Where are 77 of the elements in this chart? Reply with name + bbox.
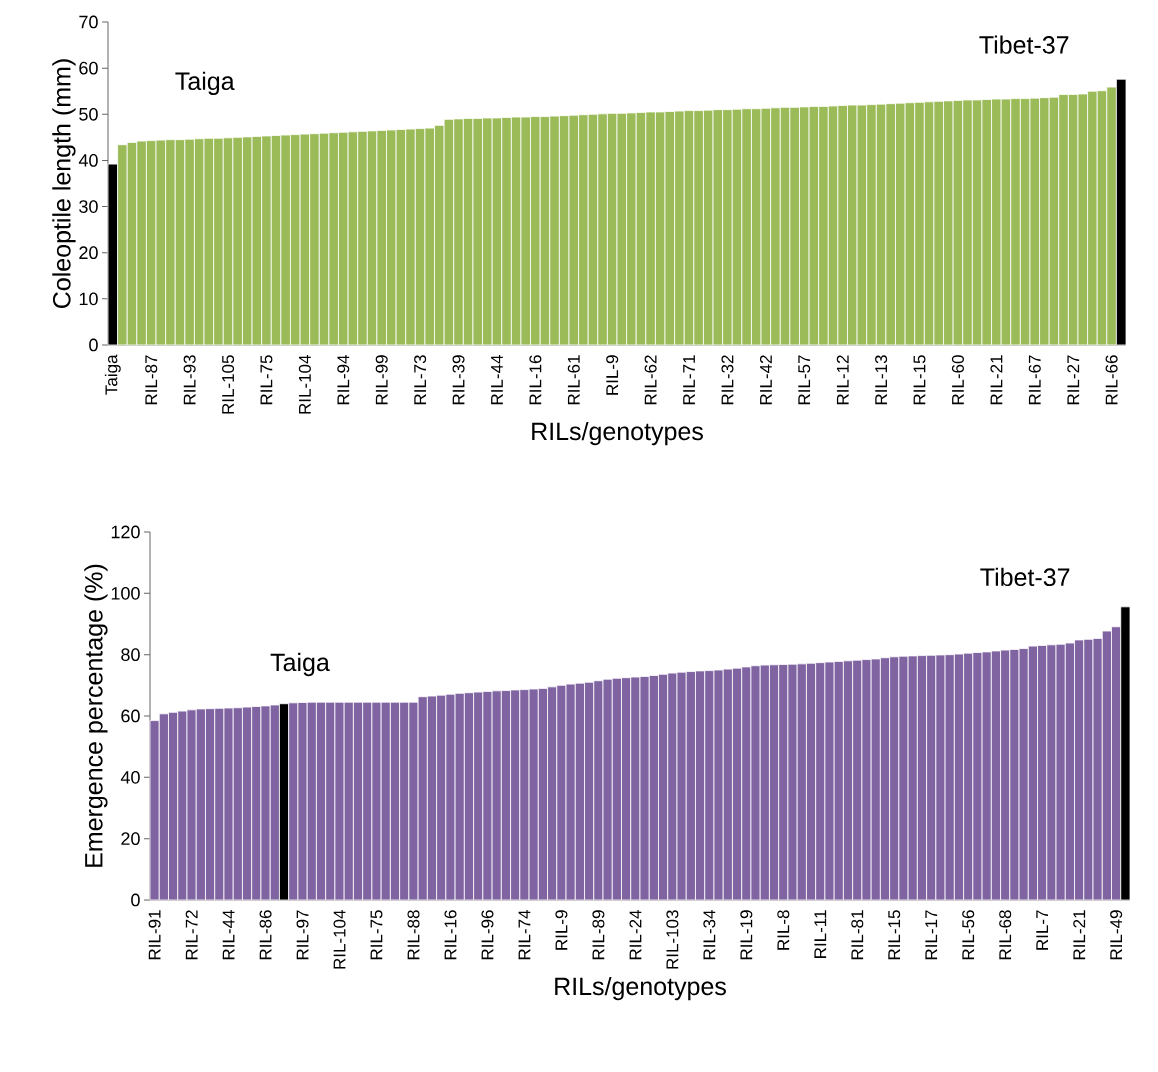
x-tick-label: RIL-24	[629, 910, 642, 960]
x-tick-label: RIL-8	[777, 910, 790, 950]
x-tick-label: RIL-61	[567, 355, 580, 405]
y-tick-label: 20	[121, 832, 140, 846]
x-tick-label: RIL-9	[555, 910, 568, 950]
x-tick-label: RIL-96	[481, 910, 494, 960]
x-tick-label: RIL-87	[145, 355, 158, 405]
x-tick-label: RIL-93	[183, 355, 196, 405]
x-tick-label: RIL-19	[740, 910, 753, 960]
x-tick-label: RIL-75	[370, 910, 383, 960]
x-tick-label: RIL-44	[491, 355, 503, 405]
x-tick-label: RIL-44	[222, 910, 235, 960]
x-tick-label: RIL-86	[259, 910, 272, 960]
x-tick-label: RIL-56	[962, 910, 975, 960]
y-tick-label: 0	[89, 338, 98, 352]
x-tick-label: RIL-7	[1036, 910, 1049, 950]
y-tick-label: 120	[111, 525, 140, 539]
x-tick-label: RIL-15	[888, 910, 901, 960]
x-tick-label: RIL-74	[518, 910, 531, 960]
x-tick-label: RIL-104	[333, 910, 346, 969]
annotation: Taiga	[175, 71, 235, 96]
x-tick-label: RIL-39	[452, 355, 465, 405]
x-tick-label: RIL-67	[1028, 355, 1041, 405]
y-tick-label: 0	[131, 893, 140, 907]
y-tick-label: 50	[79, 107, 98, 121]
x-tick-label: RIL-91	[148, 910, 161, 960]
x-tick-label: RIL-89	[592, 910, 605, 960]
x-tick-label: RIL-97	[296, 910, 309, 960]
annotation: Tibet-37	[979, 35, 1069, 54]
y-tick-label: 40	[78, 154, 98, 167]
x-tick-label: RIL-16	[529, 355, 542, 405]
y-tick-label: 60	[121, 709, 140, 723]
annotation: Taiga	[270, 652, 330, 677]
x-tick-label: RIL-60	[951, 355, 964, 405]
x-tick-label: RIL-62	[644, 355, 657, 405]
y-tick-label: 30	[79, 200, 98, 213]
x-axis-title: RILs/genotypes	[532, 421, 703, 446]
x-tick-label: RIL-17	[925, 910, 938, 960]
annotation: Tibet-37	[980, 567, 1070, 587]
x-tick-label: RIL-34	[703, 910, 716, 960]
x-tick-label: RIL-9	[606, 355, 619, 395]
y-tick-label: 10	[79, 292, 98, 306]
x-tick-label: RIL-66	[1105, 355, 1118, 405]
x-tick-label: RIL-32	[721, 355, 734, 405]
x-tick-label: RIL-88	[407, 910, 420, 960]
x-tick-label: RIL-11	[814, 910, 827, 958]
x-tick-label: RIL-73	[414, 355, 427, 405]
x-tick-label: RIL-13	[875, 355, 888, 405]
x-tick-label: RIL-57	[798, 355, 811, 405]
y-tick-label: 20	[79, 246, 98, 260]
y-tick-label: 100	[111, 586, 140, 600]
y-tick-label: 70	[79, 15, 98, 29]
x-tick-label: RIL-12	[836, 355, 849, 405]
y-tick-label: 80	[121, 648, 140, 662]
x-tick-label: RIL-27	[1067, 355, 1080, 405]
x-tick-label: RIL-71	[683, 355, 695, 405]
y-tick-label: 60	[79, 61, 98, 75]
x-tick-label: RIL-21	[990, 355, 1003, 405]
x-tick-label: RIL-49	[1110, 910, 1123, 960]
x-tick-label: Taiga	[104, 354, 121, 395]
x-tick-label: RIL-105	[222, 355, 235, 414]
y-axis-title: Emergence percentage (%)	[84, 564, 108, 867]
x-tick-label: RIL-81	[851, 910, 864, 960]
x-tick-label: RIL-21	[1073, 910, 1086, 960]
x-tick-label: RIL-103	[666, 910, 679, 969]
x-tick-label: RIL-75	[260, 355, 273, 405]
x-axis-title: RILs/genotypes	[555, 976, 726, 1001]
y-tick-label: 40	[120, 770, 140, 784]
x-tick-label: RIL-99	[375, 355, 388, 405]
x-tick-label: RIL-104	[298, 355, 311, 414]
x-tick-label: RIL-15	[913, 355, 926, 405]
x-tick-label: RIL-42	[759, 355, 772, 405]
x-tick-label: RIL-16	[444, 910, 457, 960]
x-tick-label: RIL-94	[337, 355, 350, 405]
x-tick-label: RIL-68	[999, 910, 1012, 960]
x-tick-label: RIL-72	[185, 910, 198, 960]
y-axis-title: Coleoptile length (mm)	[52, 59, 76, 308]
